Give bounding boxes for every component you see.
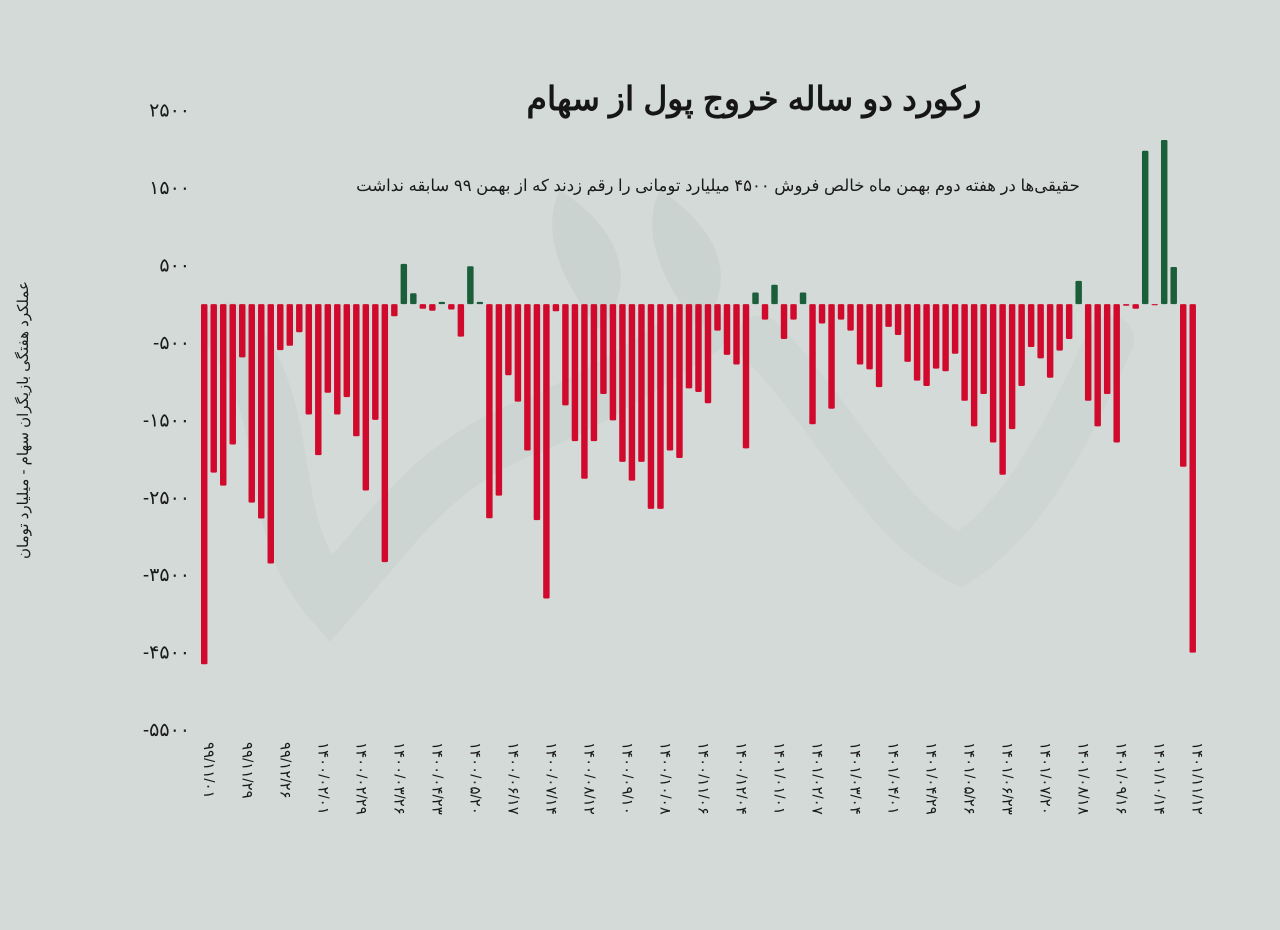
svg-text:-۴۵۰۰: -۴۵۰۰ xyxy=(143,643,190,664)
svg-text:۱۴۰۰/۰۴/۲۳: ۱۴۰۰/۰۴/۲۳ xyxy=(428,742,445,815)
svg-text:-۳۵۰۰: -۳۵۰۰ xyxy=(143,565,190,586)
svg-text:۱۴۰۱/۰۶/۲۳: ۱۴۰۱/۰۶/۲۳ xyxy=(999,742,1016,815)
svg-text:۱۴۰۱/۰۲/۰۷: ۱۴۰۱/۰۲/۰۷ xyxy=(809,742,826,815)
svg-text:۱۴۰۰/۰۲/۰۱: ۱۴۰۰/۰۲/۰۱ xyxy=(314,742,331,815)
svg-text:۱۴۰۱/۱۱/۱۲: ۱۴۰۱/۱۱/۱۲ xyxy=(1189,742,1206,815)
svg-text:۵۰۰: ۵۰۰ xyxy=(159,255,190,276)
svg-text:-۱۵۰۰: -۱۵۰۰ xyxy=(143,410,190,431)
svg-text:۱۴۰۱/۰۴/۰۱: ۱۴۰۱/۰۴/۰۱ xyxy=(885,742,902,815)
svg-text:۹۹/۱۲/۲۶: ۹۹/۱۲/۲۶ xyxy=(276,742,293,799)
svg-text:۱۴۰۱/۱۰/۱۴: ۱۴۰۱/۱۰/۱۴ xyxy=(1151,742,1168,815)
svg-text:حقیقی‌ها در هفته دوم بهمن ماه: حقیقی‌ها در هفته دوم بهمن ماه خالص فروش … xyxy=(356,177,1080,196)
svg-text:۱۴۰۰/۱۰/۰۸: ۱۴۰۰/۱۰/۰۸ xyxy=(656,742,673,815)
svg-text:۱۴۰۱/۰۹/۱۶: ۱۴۰۱/۰۹/۱۶ xyxy=(1113,742,1130,815)
svg-text:۱۴۰۱/۰۳/۰۴: ۱۴۰۱/۰۳/۰۴ xyxy=(847,742,864,815)
svg-text:۱۴۰۰/۰۳/۲۶: ۱۴۰۰/۰۳/۲۶ xyxy=(390,742,407,815)
svg-text:۱۴۰۰/۰۲/۲۹: ۱۴۰۰/۰۲/۲۹ xyxy=(352,742,369,815)
svg-text:۱۴۰۱/۰۸/۱۸: ۱۴۰۱/۰۸/۱۸ xyxy=(1075,742,1092,815)
svg-text:۱۴۰۰/۰۸/۱۲: ۱۴۰۰/۰۸/۱۲ xyxy=(580,742,597,815)
svg-text:-۵۰۰: -۵۰۰ xyxy=(153,333,190,354)
svg-text:عملکرد هفتگی بازیگران سهام - م: عملکرد هفتگی بازیگران سهام - میلیارد توم… xyxy=(14,281,32,559)
svg-text:رکورد دو ساله خروج پول از سهام: رکورد دو ساله خروج پول از سهام xyxy=(527,80,982,119)
svg-text:۱۴۰۰/۰۷/۱۴: ۱۴۰۰/۰۷/۱۴ xyxy=(542,742,559,815)
svg-text:۱۴۰۰/۱۱/۰۶: ۱۴۰۰/۱۱/۰۶ xyxy=(694,742,711,815)
svg-text:۱۴۰۱/۰۵/۲۶: ۱۴۰۱/۰۵/۲۶ xyxy=(961,742,978,815)
svg-text:۱۴۰۱/۰۴/۲۹: ۱۴۰۱/۰۴/۲۹ xyxy=(923,742,940,815)
svg-text:۹۹/۱۱/۲۹: ۹۹/۱۱/۲۹ xyxy=(238,742,255,799)
svg-text:۱۴۰۰/۰۹/۱۰: ۱۴۰۰/۰۹/۱۰ xyxy=(618,742,635,815)
svg-text:۱۴۰۰/۱۲/۰۴: ۱۴۰۰/۱۲/۰۴ xyxy=(733,742,750,815)
svg-text:۹۹/۱۱/۰۱: ۹۹/۱۱/۰۱ xyxy=(200,742,217,799)
svg-text:-۵۵۰۰: -۵۵۰۰ xyxy=(143,720,190,741)
svg-text:۱۴۰۱/۰۱/۰۱: ۱۴۰۱/۰۱/۰۱ xyxy=(771,742,788,815)
svg-text:۱۴۰۰/۰۵/۲۰: ۱۴۰۰/۰۵/۲۰ xyxy=(466,742,483,815)
svg-text:۲۵۰۰: ۲۵۰۰ xyxy=(149,101,190,122)
svg-text:۱۴۰۱/۰۷/۲۰: ۱۴۰۱/۰۷/۲۰ xyxy=(1037,742,1054,815)
svg-text:۱۵۰۰: ۱۵۰۰ xyxy=(149,178,190,199)
svg-text:-۲۵۰۰: -۲۵۰۰ xyxy=(143,488,190,509)
svg-text:۱۴۰۰/۰۶/۱۷: ۱۴۰۰/۰۶/۱۷ xyxy=(504,742,521,815)
